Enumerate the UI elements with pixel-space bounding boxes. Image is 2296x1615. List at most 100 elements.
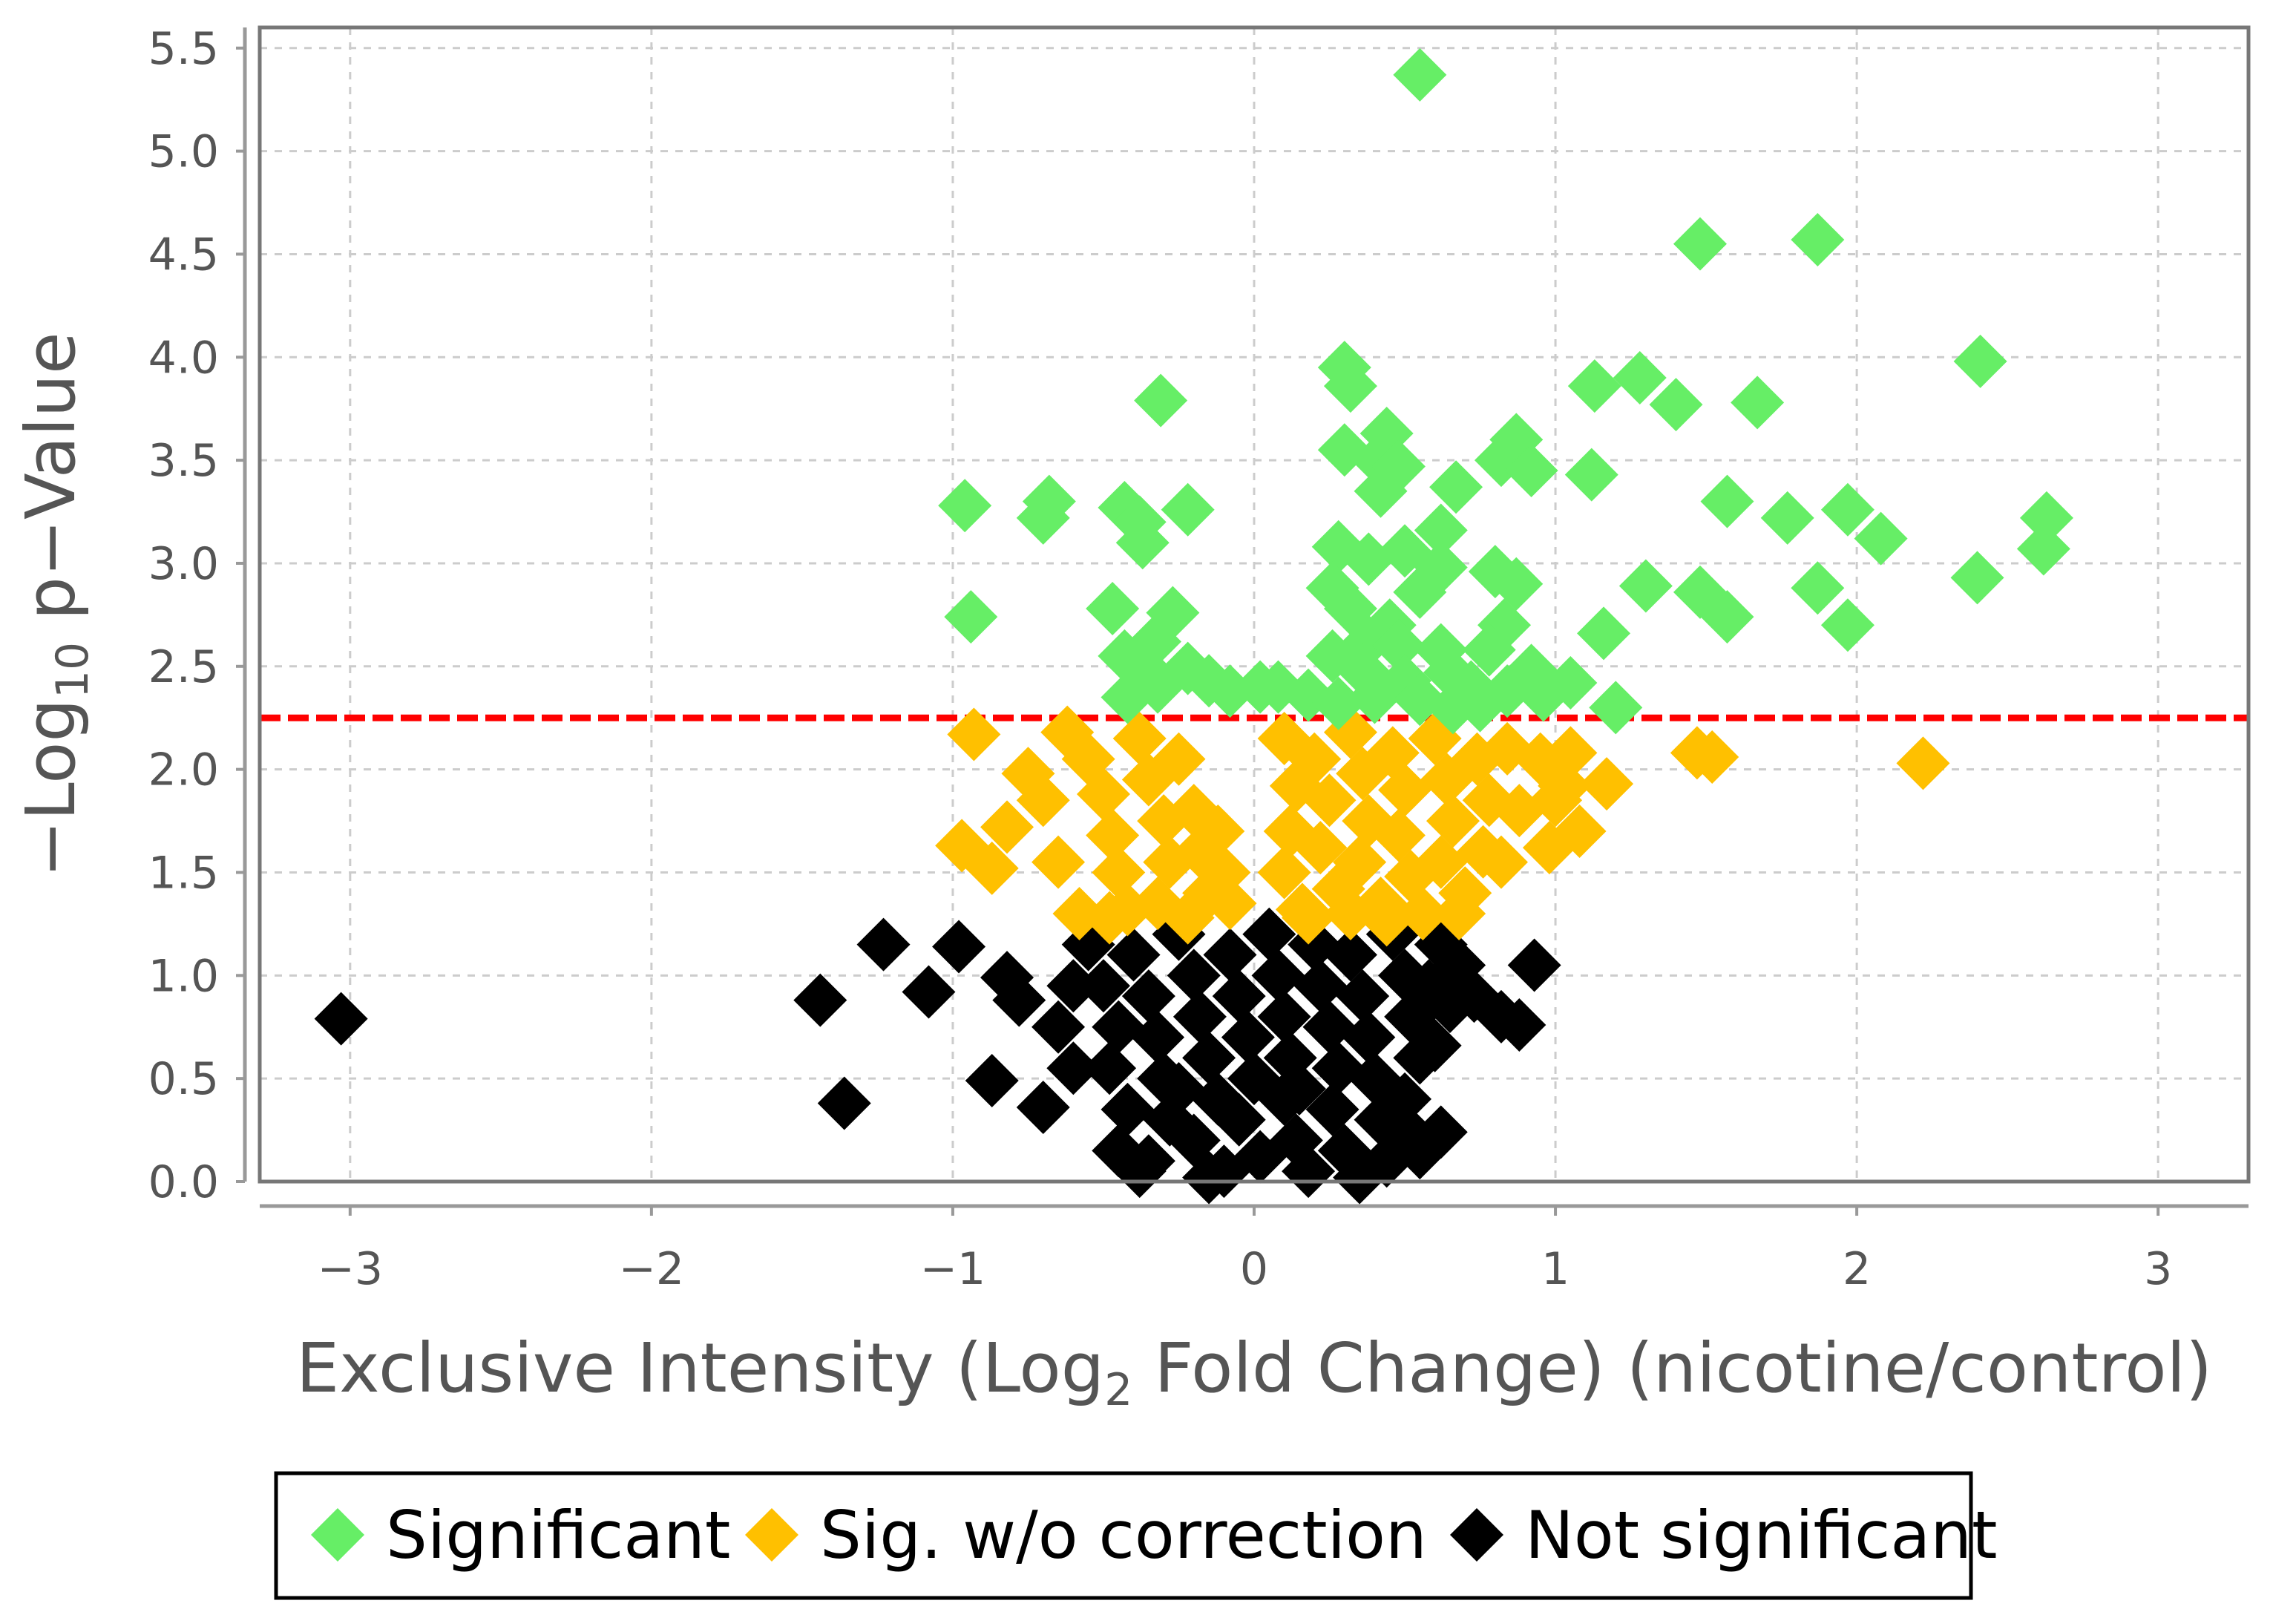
data-point — [856, 917, 911, 972]
x-tick-label: 3 — [2144, 1243, 2172, 1295]
data-point — [1131, 1010, 1185, 1064]
data-point — [1333, 1150, 1387, 1205]
data-point — [817, 1076, 871, 1130]
data-point — [1086, 582, 1140, 636]
data-point — [1083, 891, 1137, 945]
data-point — [1359, 893, 1414, 947]
x-tick-label: −2 — [619, 1243, 684, 1295]
series-2 — [935, 705, 1950, 947]
data-point — [965, 1053, 1019, 1107]
data-point — [1288, 732, 1342, 786]
data-point — [1293, 959, 1348, 1013]
data-point — [902, 965, 956, 1019]
data-point — [965, 841, 1019, 895]
data-point — [1522, 821, 1576, 875]
data-point — [1092, 845, 1146, 900]
x-tick-label: −3 — [318, 1243, 383, 1295]
data-point — [947, 707, 1001, 761]
data-point — [2016, 522, 2070, 576]
legend-label: Not significant — [1525, 1497, 1998, 1573]
data-point — [1251, 949, 1305, 1003]
data-point — [1507, 938, 1561, 992]
data-point — [1282, 1144, 1336, 1199]
data-point — [1302, 1000, 1357, 1054]
data-point — [1272, 1062, 1326, 1116]
legend: Significant Sig. w/o correction Not signif… — [274, 1471, 1998, 1600]
data-point — [1420, 753, 1474, 807]
data-point — [1311, 676, 1365, 730]
data-point — [1076, 767, 1130, 821]
data-point — [1953, 334, 2007, 388]
data-point — [1086, 808, 1140, 862]
data-point — [1564, 448, 1618, 502]
data-point — [1426, 794, 1480, 848]
data-point — [1016, 1081, 1070, 1135]
data-point — [1393, 48, 1447, 102]
data-point — [944, 590, 998, 644]
series-1 — [938, 48, 2073, 735]
data-point — [1700, 474, 1754, 528]
y-axis-title: −Log10 p−Value — [11, 332, 99, 877]
data-point — [1567, 359, 1621, 413]
legend-marker — [311, 1508, 364, 1562]
data-point — [1257, 845, 1311, 900]
data-point — [1212, 1092, 1266, 1147]
data-point — [1791, 213, 1845, 267]
grid-lines — [260, 27, 2249, 1183]
data-point — [1092, 1000, 1146, 1054]
data-point — [1414, 503, 1468, 557]
y-tick-label: 0.0 — [148, 1156, 219, 1208]
data-point — [1257, 989, 1311, 1044]
data-point — [1348, 670, 1402, 724]
data-point — [1221, 1010, 1275, 1064]
data-point — [1182, 1150, 1236, 1205]
data-point — [1046, 1041, 1101, 1095]
axes: −3 −2 −1 0 1 2 3 0.0 0.5 1.0 1.5 2.0 2.5 3.0 3.5 4.0 4.5… — [148, 23, 2249, 1295]
series-3 — [314, 907, 1561, 1205]
data-point — [992, 973, 1046, 1027]
data-points — [314, 48, 2073, 1205]
data-point — [1950, 551, 2004, 605]
data-point — [1432, 887, 1486, 941]
data-point — [1115, 516, 1170, 570]
data-point — [1112, 1144, 1167, 1199]
data-point — [1302, 773, 1357, 828]
data-point — [1371, 808, 1426, 862]
legend-marker — [745, 1508, 798, 1562]
y-tick-label: 2.5 — [148, 641, 219, 693]
data-point — [1820, 482, 1874, 537]
data-point — [1896, 736, 1950, 790]
data-point — [1152, 732, 1206, 786]
y-tick-label: 5.5 — [148, 23, 219, 75]
data-point — [1161, 641, 1215, 695]
data-point — [1152, 1062, 1206, 1116]
data-point — [1342, 1010, 1396, 1064]
data-point — [1538, 759, 1592, 813]
data-point — [1333, 835, 1387, 889]
data-point — [938, 479, 992, 533]
data-point — [1516, 668, 1570, 722]
data-point — [1242, 907, 1296, 961]
data-point — [1429, 460, 1483, 514]
data-point — [1191, 804, 1245, 858]
data-point — [1106, 928, 1161, 982]
data-point — [1342, 532, 1396, 586]
y-tick-label: 4.5 — [148, 229, 219, 281]
data-point — [1016, 773, 1070, 828]
data-point — [1423, 979, 1477, 1033]
data-point — [980, 800, 1034, 854]
data-point — [1323, 359, 1377, 413]
legend-label: Sig. w/o correction — [820, 1497, 1427, 1573]
data-point — [1336, 969, 1390, 1023]
data-point — [1182, 1031, 1236, 1085]
data-point — [1700, 590, 1754, 644]
data-point — [1760, 491, 1814, 545]
data-point — [314, 992, 368, 1046]
legend-frame — [274, 1471, 1973, 1600]
data-point — [1613, 351, 1667, 405]
data-point — [1031, 835, 1086, 889]
data-point — [1233, 660, 1288, 714]
data-point — [1820, 598, 1874, 652]
data-point — [1673, 217, 1727, 271]
